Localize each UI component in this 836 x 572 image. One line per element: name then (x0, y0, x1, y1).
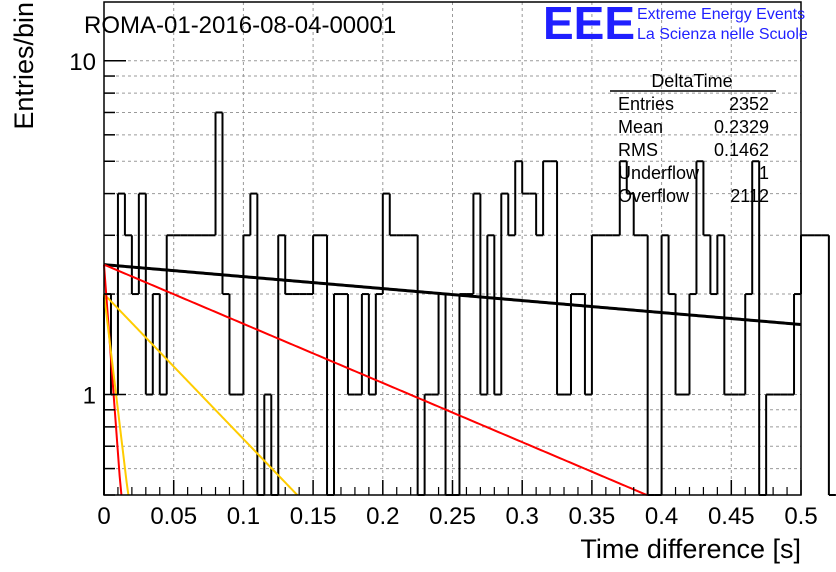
eee-logo: EEE Extreme Energy Events La Scienza nel… (543, 0, 808, 49)
eee-logo-line2: La Scienza nelle Scuole (637, 26, 808, 43)
stats-row-value: 2352 (729, 94, 769, 114)
fit-curve (103, 293, 130, 496)
x-axis-title: Time difference [s] (580, 534, 801, 564)
stats-row-value: 0.1462 (714, 140, 769, 160)
x-tick-label: 0.5 (784, 503, 817, 530)
eee-logo-mark: EEE (543, 0, 635, 49)
x-tick-label: 0.4 (645, 503, 678, 530)
y-tick-label: 10 (69, 49, 96, 76)
stats-row-overflow: Overflow 2112 (618, 186, 769, 206)
y-tick-labels: 1 10 (69, 49, 96, 410)
run-title: ROMA-01-2016-08-04-00001 (84, 12, 396, 39)
stats-row-label: Entries (618, 94, 674, 114)
stats-row-entries: Entries 2352 (618, 94, 769, 114)
stats-row-mean: Mean 0.2329 (618, 117, 769, 137)
x-tick-label: 0.2 (366, 503, 399, 530)
x-tick-label: 0.45 (708, 503, 755, 530)
stats-box-title: DeltaTime (651, 71, 732, 91)
fit-curve (103, 293, 299, 496)
stats-box: DeltaTime Entries 2352 Mean 0.2329 RMS 0… (610, 71, 776, 206)
x-tick-labels: 0 0.05 0.1 0.15 0.2 0.25 0.3 0.35 0.4 0.45 0.5 (97, 503, 817, 530)
x-tick-label: 0.3 (506, 503, 539, 530)
stats-row-rms: RMS 0.1462 (618, 140, 769, 160)
x-tick-label: 0.35 (569, 503, 616, 530)
eee-logo-line1: Extreme Energy Events (637, 6, 805, 23)
stats-row-value: 1 (759, 163, 769, 183)
x-tick-label: 0.25 (429, 503, 476, 530)
stats-row-label: Mean (618, 117, 663, 137)
x-tick-label: 0 (97, 503, 110, 530)
fit-curve (103, 263, 802, 327)
stats-row-value: 0.2329 (714, 117, 769, 137)
fit-curves (103, 263, 802, 496)
x-tick-label: 0.15 (290, 503, 337, 530)
y-axis-title: Entries/bin (9, 2, 39, 130)
stats-row-underflow: Underflow 1 (618, 163, 769, 183)
x-tick-label: 0.1 (227, 503, 260, 530)
stats-row-value: 2112 (730, 186, 769, 206)
stats-row-label: RMS (618, 140, 658, 160)
y-tick-label: 1 (83, 383, 96, 410)
axis-ticks (103, 60, 802, 496)
stats-row-label: Overflow (618, 186, 690, 206)
fit-curve (103, 264, 123, 496)
fit-curve (103, 263, 648, 496)
x-tick-label: 0.05 (150, 503, 197, 530)
stats-row-label: Underflow (618, 163, 700, 183)
